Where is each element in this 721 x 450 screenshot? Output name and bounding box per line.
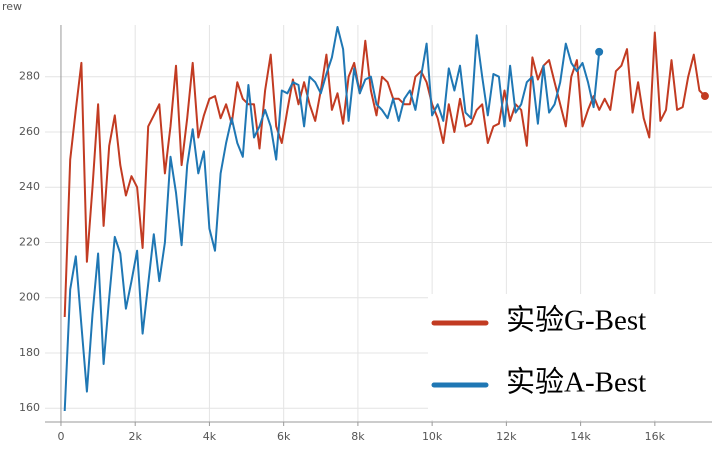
y-tick-label: 260: [19, 125, 40, 138]
x-tick-label: 16k: [645, 430, 666, 443]
x-tick-label: 12k: [496, 430, 517, 443]
legend-label: 实验A-Best: [506, 366, 646, 399]
end-point: [595, 47, 604, 56]
x-tick-label: 4k: [203, 430, 217, 443]
x-tick-label: 8k: [351, 430, 365, 443]
series-line: [63, 31, 706, 318]
end-point: [700, 92, 709, 101]
y-tick-label: 160: [19, 401, 40, 414]
y-tick-label: 200: [19, 291, 40, 304]
x-tick-label: 10k: [422, 430, 443, 443]
x-tick-label: 14k: [570, 430, 591, 443]
series-line: [63, 26, 601, 412]
x-tick-label: 2k: [129, 430, 143, 443]
legend-label: 实验G-Best: [506, 304, 646, 337]
y-tick-label: 220: [19, 235, 40, 248]
x-tick-label: 6k: [277, 430, 291, 443]
y-tick-label: 240: [19, 180, 40, 193]
y-axis-label: rew: [2, 0, 22, 13]
legend-box: [428, 294, 712, 420]
y-tick-label: 280: [19, 70, 40, 83]
y-tick-label: 180: [19, 346, 40, 359]
x-tick-label: 0: [57, 430, 64, 443]
